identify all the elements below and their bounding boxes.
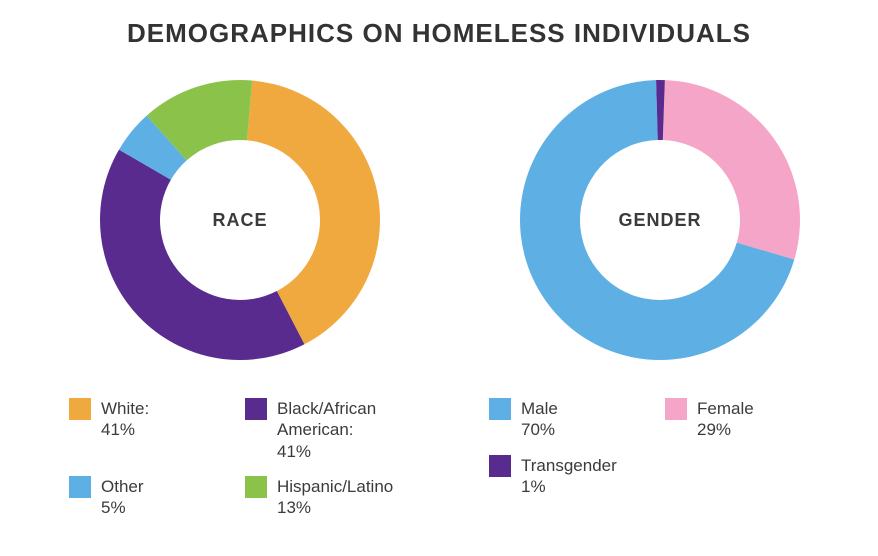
legend-label-male: Male (521, 398, 558, 419)
legend-value-transgender: 1% (521, 476, 617, 497)
legend-text-male: Male70% (521, 398, 558, 441)
legend-item-other: Other5% (69, 476, 235, 519)
gender-legend: Male70% Female29% Transgender1% (475, 398, 845, 497)
legend-label-black: Black/African American: (277, 398, 411, 441)
legend-value-white: 41% (101, 419, 149, 440)
legend-label-transgender: Transgender (521, 455, 617, 476)
legend-swatch-male (489, 398, 511, 420)
legend-value-hispanic: 13% (277, 497, 393, 518)
legend-swatch-hispanic (245, 476, 267, 498)
legend-text-transgender: Transgender1% (521, 455, 617, 498)
legend-text-female: Female29% (697, 398, 754, 441)
legend-item-transgender: Transgender1% (489, 455, 655, 498)
race-chart-block: RACE White:41%Black/African American:41%… (55, 70, 425, 518)
race-donut (90, 70, 390, 370)
legend-label-white: White: (101, 398, 149, 419)
legend-item-hispanic: Hispanic/Latino13% (245, 476, 411, 519)
page-title: DEMOGRAPHICS ON HOMELESS INDIVIDUALS (0, 18, 878, 49)
slice-black (100, 150, 304, 360)
legend-swatch-other (69, 476, 91, 498)
legend-text-other: Other5% (101, 476, 144, 519)
legend-value-male: 70% (521, 419, 558, 440)
legend-item-white: White:41% (69, 398, 235, 462)
gender-donut-wrap: GENDER (510, 70, 810, 370)
legend-item-black: Black/African American:41% (245, 398, 411, 462)
demographics-infographic: DEMOGRAPHICS ON HOMELESS INDIVIDUALS RAC… (0, 0, 878, 556)
gender-chart-block: GENDER Male70% Female29% Transgender1% (475, 70, 845, 497)
legend-value-other: 5% (101, 497, 144, 518)
gender-donut (510, 70, 810, 370)
legend-value-black: 41% (277, 441, 411, 462)
legend-label-female: Female (697, 398, 754, 419)
legend-swatch-black (245, 398, 267, 420)
legend-text-black: Black/African American:41% (277, 398, 411, 462)
legend-value-female: 29% (697, 419, 754, 440)
legend-swatch-white (69, 398, 91, 420)
race-donut-wrap: RACE (90, 70, 390, 370)
legend-item-male: Male70% (489, 398, 655, 441)
legend-text-hispanic: Hispanic/Latino13% (277, 476, 393, 519)
slice-female (663, 80, 800, 259)
legend-text-white: White:41% (101, 398, 149, 441)
legend-label-other: Other (101, 476, 144, 497)
legend-label-hispanic: Hispanic/Latino (277, 476, 393, 497)
race-legend: White:41%Black/African American:41%Other… (55, 398, 425, 518)
legend-swatch-transgender (489, 455, 511, 477)
legend-swatch-female (665, 398, 687, 420)
legend-item-female: Female29% (665, 398, 831, 441)
